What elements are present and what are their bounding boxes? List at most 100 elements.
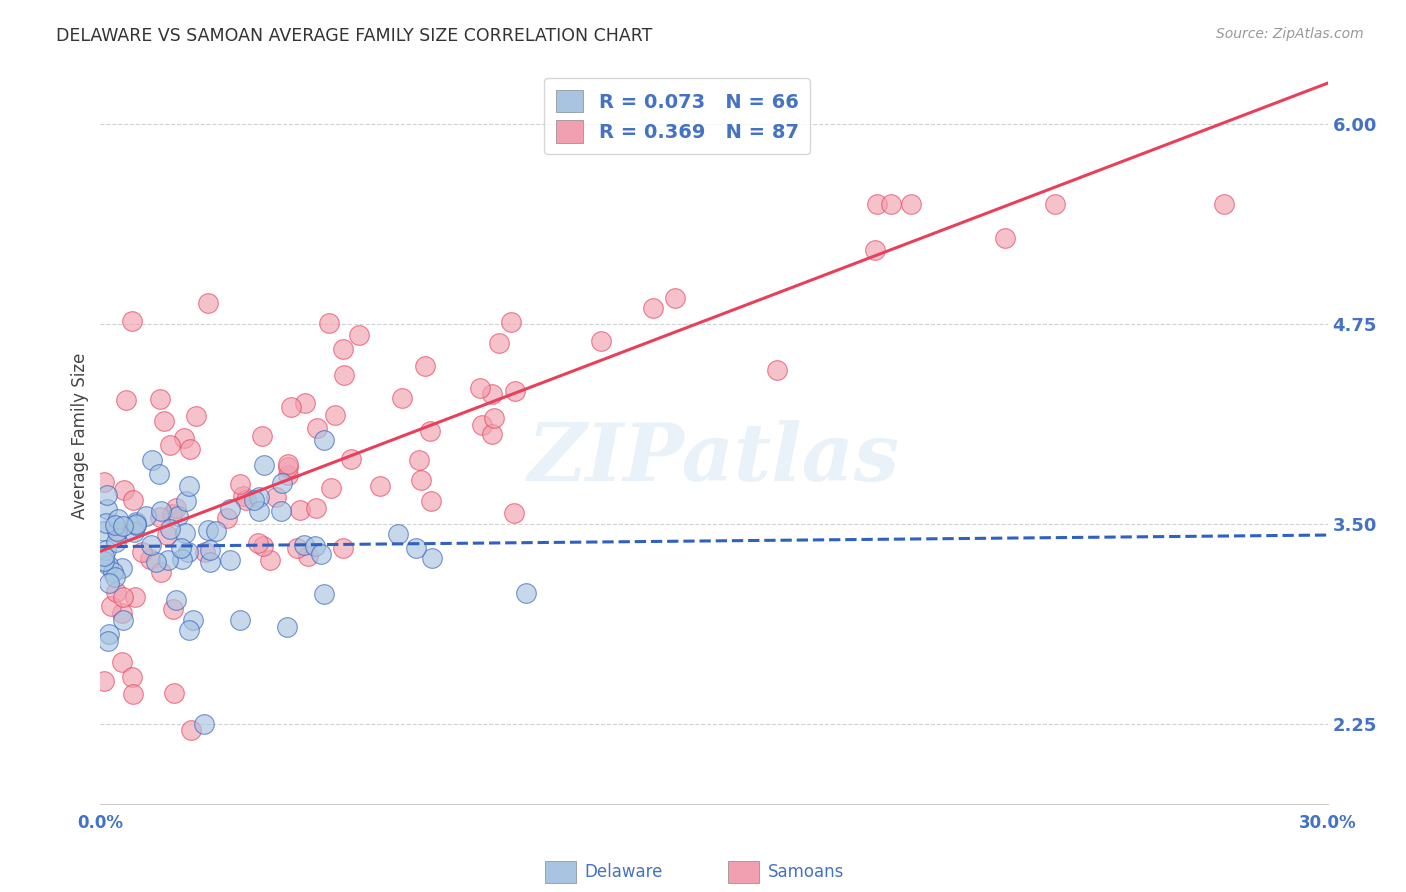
Point [880,197,903,211]
Point [1212,197,1234,211]
Point [287,541,309,556]
Point [866,197,889,211]
Point [232,489,254,503]
Point [246,535,269,549]
Point [112,483,135,498]
Text: Delaware: Delaware [585,863,664,881]
Point [481,386,503,401]
Point [217,511,239,525]
Point [156,528,179,542]
Legend: R = 0.073   N = 66, R = 0.369   N = 87: R = 0.073 N = 66, R = 0.369 N = 87 [544,78,810,154]
Point [259,553,281,567]
Point [165,501,187,516]
Point [177,479,200,493]
Point [98,627,121,641]
Point [107,525,129,540]
Point [149,509,172,524]
Point [332,368,354,382]
Point [121,493,143,508]
Point [179,442,201,456]
Point [100,599,122,614]
Point [93,673,115,688]
Point [160,507,183,521]
Point [165,593,187,607]
Point [305,420,328,434]
Point [162,602,184,616]
Text: Samoans: Samoans [768,863,844,881]
Point [149,392,172,407]
Point [141,453,163,467]
Point [420,550,443,565]
Point [515,586,537,600]
Point [122,687,145,701]
Point [297,549,319,563]
Point [321,481,343,495]
Point [408,452,430,467]
Point [413,359,436,373]
Point [145,555,167,569]
Point [270,504,292,518]
Point [405,541,427,555]
Point [312,434,335,448]
Point [340,452,363,467]
Point [277,457,299,471]
Point [865,244,887,258]
Point [114,393,136,408]
Point [197,296,219,310]
Point [111,656,134,670]
Point [198,555,221,569]
Point [994,230,1017,244]
Point [159,438,181,452]
Point [277,459,299,474]
Point [482,411,505,425]
Point [1045,197,1067,211]
Point [664,291,686,305]
Point [149,565,172,579]
Point [93,554,115,568]
Point [111,560,134,574]
Point [332,342,354,356]
Point [325,408,347,422]
Point [305,501,328,516]
Point [218,502,240,516]
Point [94,542,117,557]
Point [138,552,160,566]
Point [180,723,202,738]
Point [174,493,197,508]
Point [205,524,228,539]
Point [200,543,222,558]
Point [93,475,115,489]
Point [139,538,162,552]
Point [318,316,340,330]
Point [235,493,257,508]
Point [98,576,121,591]
Point [183,613,205,627]
Point [96,488,118,502]
Point [186,409,208,423]
Point [173,431,195,445]
Point [276,619,298,633]
Point [643,301,665,316]
Point [159,522,181,536]
Point [419,425,441,439]
Point [156,553,179,567]
Point [111,613,134,627]
Point [96,501,118,516]
Point [104,570,127,584]
Point [162,686,184,700]
Point [368,479,391,493]
Point [194,545,217,559]
Point [112,590,135,604]
Point [93,524,115,538]
Point [288,503,311,517]
Point [277,468,299,483]
Point [96,558,118,573]
Point [104,584,127,599]
Point [247,504,270,518]
Point [121,670,143,684]
Point [173,526,195,541]
Point [247,490,270,504]
Point [152,414,174,428]
Point [193,717,215,731]
Point [170,541,193,556]
